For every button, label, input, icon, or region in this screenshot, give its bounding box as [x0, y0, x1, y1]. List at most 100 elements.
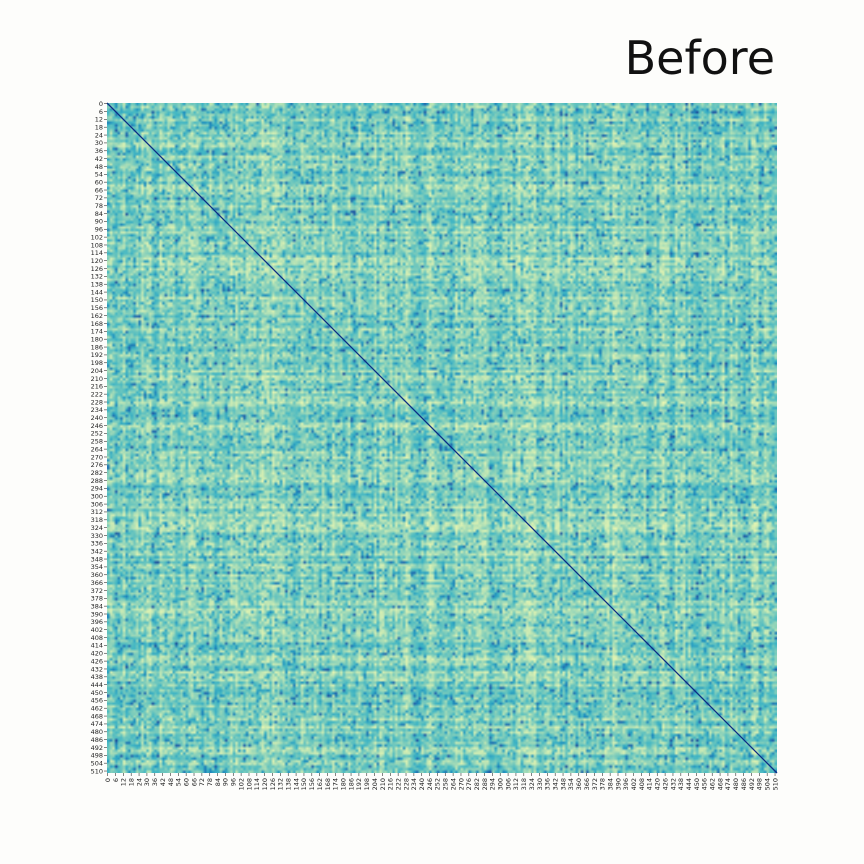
y-tick-label: 60 — [95, 178, 103, 186]
x-axis: 0 6 12 18 24 30 36 42 48 54 60 66 72 78 84 90 96 102 108 11… — [104, 773, 779, 790]
x-tick-label: 480 — [732, 778, 740, 790]
y-tick-label: 366 — [91, 579, 103, 587]
x-tick-label: 42 — [159, 778, 167, 786]
y-tick-label: 258 — [91, 438, 103, 446]
y-tick-label: 318 — [91, 516, 103, 524]
y-tick-label: 372 — [91, 587, 103, 595]
x-tick-label: 12 — [120, 778, 128, 786]
x-tick-label: 258 — [442, 778, 450, 790]
y-tick-label: 480 — [91, 728, 103, 736]
y-tick-label: 42 — [95, 155, 103, 163]
x-tick-label: 456 — [701, 778, 709, 790]
x-tick-label: 54 — [175, 778, 183, 786]
x-tick-label: 156 — [308, 778, 316, 790]
chart-title: Before — [624, 31, 775, 85]
y-tick-label: 294 — [91, 485, 103, 493]
y-tick-label: 276 — [91, 461, 103, 469]
y-tick-label: 198 — [91, 359, 103, 367]
y-tick-label: 138 — [91, 281, 103, 289]
y-tick-label: 216 — [91, 383, 103, 391]
y-tick-label: 186 — [91, 343, 103, 351]
y-tick-label: 438 — [91, 673, 103, 681]
x-tick-label: 78 — [206, 778, 214, 786]
x-tick-label: 186 — [347, 778, 355, 790]
y-tick-label: 90 — [95, 218, 103, 226]
y-tick-label: 114 — [91, 249, 103, 257]
y-tick-label: 504 — [91, 759, 103, 767]
x-tick-label: 288 — [481, 778, 489, 790]
heatmap-diagonal — [106, 102, 778, 774]
y-tick-label: 174 — [91, 328, 103, 336]
x-tick-label: 396 — [622, 778, 630, 790]
y-tick-label: 468 — [91, 712, 103, 720]
y-tick-label: 120 — [91, 257, 103, 265]
y-tick-label: 24 — [95, 131, 103, 139]
x-tick-label: 276 — [465, 778, 473, 790]
y-tick-label: 180 — [91, 336, 103, 344]
y-tick-label: 246 — [91, 422, 103, 430]
y-tick-label: 222 — [91, 390, 103, 398]
x-tick-label: 198 — [363, 778, 371, 790]
y-axis: 0612182430364248546066727884909610210811… — [91, 100, 107, 775]
y-tick-label: 156 — [91, 304, 103, 312]
y-tick-label: 408 — [91, 634, 103, 642]
x-tick-label: 48 — [167, 778, 175, 786]
y-tick-label: 312 — [91, 508, 103, 516]
x-tick-label: 90 — [222, 778, 230, 786]
y-tick-label: 498 — [91, 752, 103, 760]
x-tick-label: 24 — [135, 778, 143, 786]
x-tick-label: 192 — [355, 778, 363, 790]
y-tick-label: 36 — [95, 147, 103, 155]
x-tick-label: 36 — [151, 778, 159, 786]
y-tick-label: 234 — [91, 406, 103, 414]
y-tick-label: 270 — [91, 453, 103, 461]
x-tick-label: 180 — [340, 778, 348, 790]
y-tick-label: 342 — [91, 547, 103, 555]
x-tick-label: 246 — [426, 778, 434, 790]
x-tick-label: 210 — [379, 778, 387, 790]
y-tick-label: 108 — [91, 241, 103, 249]
y-tick-label: 240 — [91, 414, 103, 422]
x-tick-label: 414 — [646, 778, 654, 790]
y-tick-label: 360 — [91, 571, 103, 579]
x-tick-label: 366 — [583, 778, 591, 790]
x-tick-label: 324 — [528, 778, 536, 790]
x-tick-label: 378 — [599, 778, 607, 790]
y-tick-label: 18 — [95, 124, 103, 132]
x-tick-label: 498 — [756, 778, 764, 790]
y-tick-label: 432 — [91, 665, 103, 673]
y-tick-label: 162 — [91, 312, 103, 320]
y-tick-label: 144 — [91, 288, 103, 296]
x-tick-label: 348 — [559, 778, 567, 790]
x-tick-label: 402 — [630, 778, 638, 790]
x-tick-label: 420 — [654, 778, 662, 790]
x-tick-label: 234 — [410, 778, 418, 790]
x-tick-label: 438 — [677, 778, 685, 790]
y-tick-label: 192 — [91, 351, 103, 359]
y-tick-label: 210 — [91, 375, 103, 383]
x-tick-label: 360 — [575, 778, 583, 790]
y-tick-label: 12 — [95, 116, 103, 124]
y-tick-label: 348 — [91, 555, 103, 563]
y-tick-label: 474 — [91, 720, 103, 728]
x-tick-label: 114 — [253, 778, 261, 790]
y-tick-label: 330 — [91, 532, 103, 540]
y-tick-label: 96 — [95, 226, 103, 234]
y-tick-label: 462 — [91, 705, 103, 713]
y-tick-label: 84 — [95, 210, 103, 218]
y-tick-label: 288 — [91, 477, 103, 485]
x-tick-label: 18 — [128, 778, 136, 786]
x-tick-label: 336 — [544, 778, 552, 790]
y-tick-label: 252 — [91, 430, 103, 438]
x-tick-label: 312 — [512, 778, 520, 790]
x-tick-label: 474 — [724, 778, 732, 790]
y-tick-label: 48 — [95, 163, 103, 171]
y-tick-label: 300 — [91, 493, 103, 501]
y-tick-label: 66 — [95, 186, 103, 194]
x-tick-label: 306 — [504, 778, 512, 790]
x-tick-label: 510 — [771, 778, 779, 790]
x-tick-label: 264 — [449, 778, 457, 790]
x-tick-label: 318 — [520, 778, 528, 790]
x-tick-label: 390 — [614, 778, 622, 790]
y-tick-label: 456 — [91, 697, 103, 705]
